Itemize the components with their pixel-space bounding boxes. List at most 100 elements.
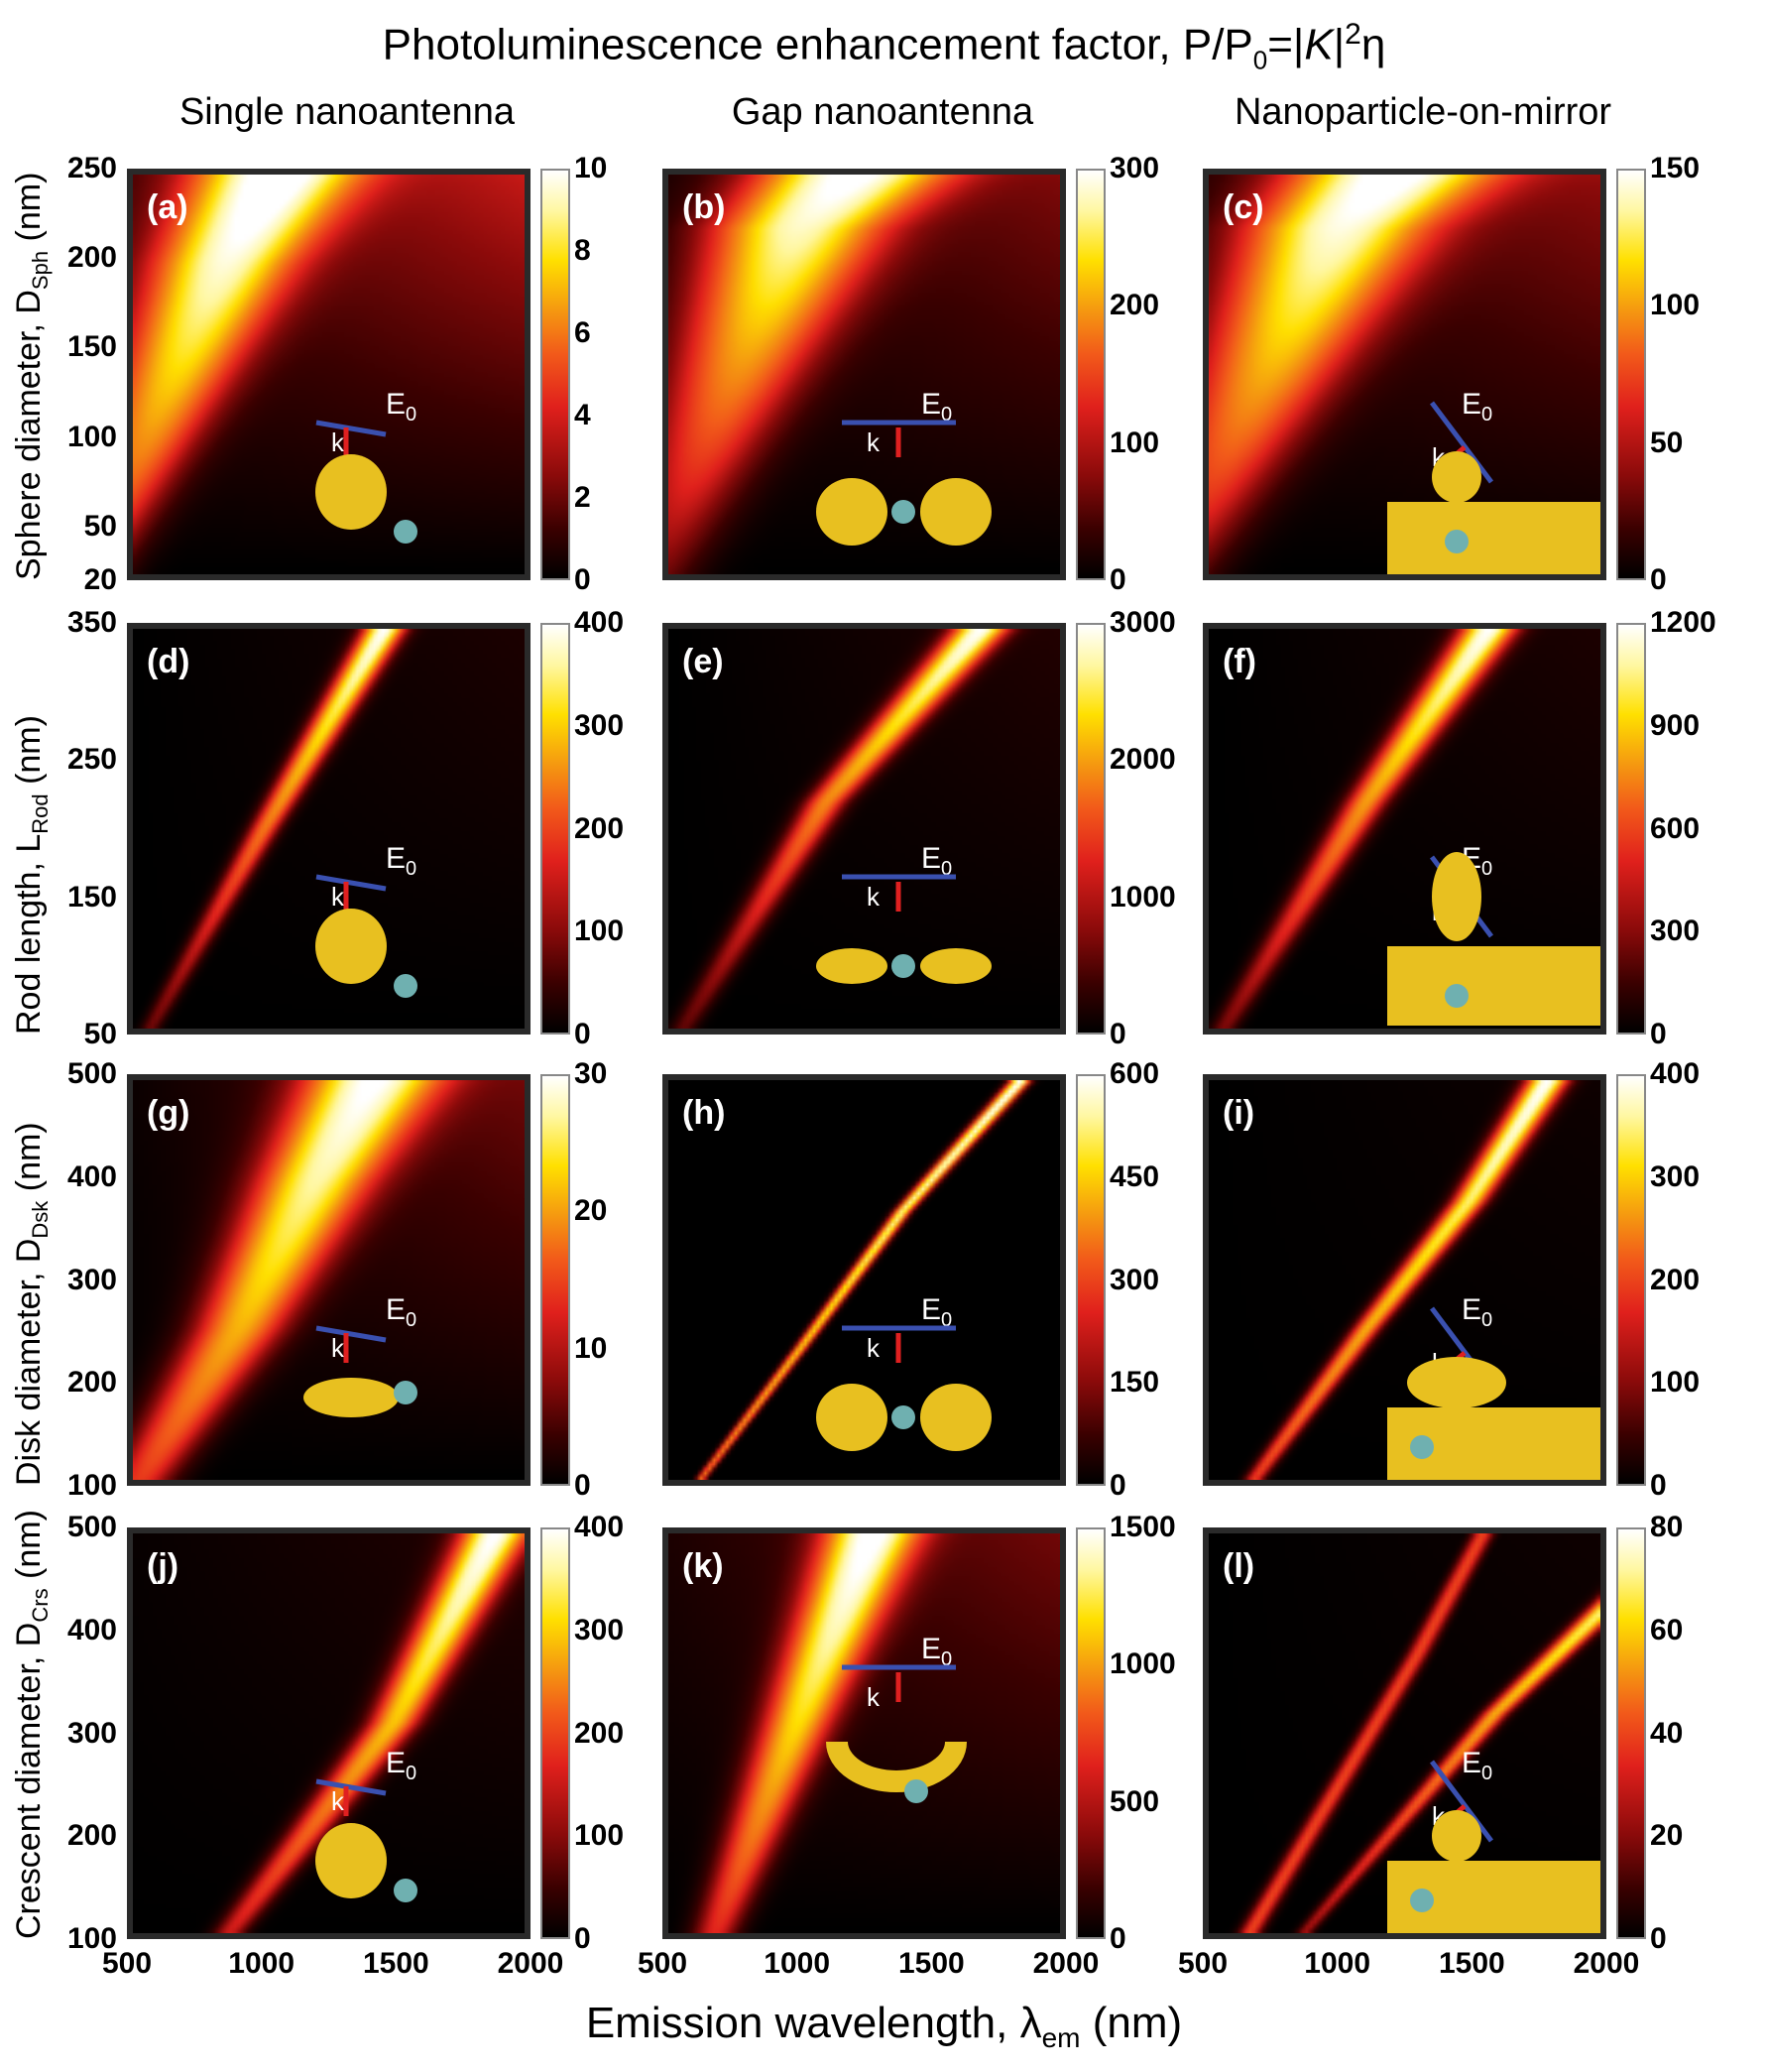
column-title-npom: Nanoparticle-on-mirror — [1234, 91, 1612, 133]
colorbar-tick: 300 — [1650, 914, 1701, 948]
colorbar-tick: 100 — [1650, 289, 1701, 322]
colorbar-tick: 10 — [574, 1331, 608, 1365]
heatmap-canvas — [133, 629, 525, 1029]
colorbar-tick: 60 — [1650, 1613, 1684, 1646]
y-tick: 100 — [66, 1469, 117, 1502]
colorbar-tick: 80 — [1650, 1511, 1684, 1543]
field-label-E0: E0 — [921, 1633, 953, 1670]
x-tick: 500 — [1177, 1947, 1229, 1980]
x-tick: 500 — [101, 1947, 153, 1980]
colorbar-tick: 1500 — [1110, 1511, 1176, 1543]
colorbar-tick: 0 — [574, 1922, 591, 1955]
colorbar-tick: 4 — [574, 399, 591, 431]
field-label-E0: E0 — [921, 842, 953, 880]
panel-label: (d) — [147, 643, 190, 680]
colorbar-tick: 200 — [574, 1716, 625, 1750]
colorbar-tick: 1000 — [1110, 1647, 1176, 1681]
heatmap-canvas — [1209, 175, 1600, 574]
colorbar-tick: 150 — [1650, 152, 1701, 184]
colorbar-e — [1076, 623, 1106, 1035]
colorbar-tick: 300 — [574, 708, 625, 742]
heatmap-panel-b: (b) E0 k — [662, 169, 1066, 580]
heatmap-canvas — [133, 175, 525, 574]
panel-label: (e) — [682, 643, 724, 680]
colorbar-tick: 0 — [1110, 563, 1126, 596]
heatmap-panel-e: (e) E0 k — [662, 623, 1066, 1035]
colorbar-tick: 40 — [1650, 1716, 1684, 1750]
x-tick: 2000 — [1032, 1947, 1100, 1980]
colorbar-tick: 1200 — [1650, 606, 1716, 639]
colorbar-tick: 50 — [1650, 426, 1684, 459]
colorbar-tick: 300 — [574, 1613, 625, 1646]
panel-label: (c) — [1223, 188, 1264, 226]
x-tick: 1500 — [362, 1947, 429, 1980]
heatmap-panel-a: (a) E0 k — [127, 169, 530, 580]
wavevector-label-k: k — [1432, 1801, 1445, 1831]
field-label-E0: E0 — [1462, 1293, 1493, 1331]
panel-label: (k) — [682, 1547, 724, 1585]
colorbar-tick: 2 — [574, 481, 591, 514]
y-tick: 350 — [66, 606, 117, 639]
colorbar-l — [1616, 1527, 1646, 1939]
field-label-E0: E0 — [386, 1293, 417, 1331]
colorbar-tick: 100 — [574, 1819, 625, 1853]
y-tick: 500 — [66, 1511, 117, 1543]
colorbar-tick: 400 — [1650, 1057, 1701, 1090]
field-label-E0: E0 — [386, 842, 417, 880]
heatmap-panel-l: (l) E0 k — [1203, 1527, 1606, 1939]
y-tick: 400 — [66, 1613, 117, 1646]
y-tick: 500 — [66, 1057, 117, 1090]
wavevector-label-k: k — [331, 1786, 344, 1816]
heatmap-canvas — [668, 629, 1060, 1029]
colorbar-tick: 0 — [1110, 1469, 1126, 1502]
colorbar-i — [1616, 1074, 1646, 1486]
colorbar-tick: 0 — [574, 563, 591, 596]
wavevector-label-k: k — [331, 427, 344, 457]
heatmap-panel-k: (k) E0 k — [662, 1527, 1066, 1939]
panel-label: (b) — [682, 188, 726, 226]
wavevector-label-k: k — [867, 1682, 880, 1712]
wavevector-label-k: k — [1432, 897, 1445, 926]
colorbar-tick: 450 — [1110, 1159, 1160, 1193]
field-label-E0: E0 — [1462, 842, 1493, 880]
colorbar-tick: 20 — [1650, 1819, 1684, 1853]
wavevector-label-k: k — [867, 1333, 880, 1363]
colorbar-h — [1076, 1074, 1106, 1486]
panel-label: (a) — [147, 188, 188, 226]
y-tick: 250 — [66, 152, 117, 184]
heatmap-panel-f: (f) E0 k — [1203, 623, 1606, 1035]
colorbar-b — [1076, 169, 1106, 580]
field-label-E0: E0 — [386, 1747, 417, 1784]
wavevector-label-k: k — [331, 882, 344, 912]
colorbar-k — [1076, 1527, 1106, 1939]
colorbar-tick: 10 — [574, 152, 608, 184]
colorbar-d — [540, 623, 570, 1035]
y-tick: 150 — [66, 880, 117, 914]
panel-label: (i) — [1223, 1094, 1255, 1132]
panel-label: (g) — [147, 1094, 190, 1132]
heatmap-panel-j: (j) E0 k — [127, 1527, 530, 1939]
colorbar-tick: 100 — [1650, 1366, 1701, 1400]
y-tick: 100 — [66, 420, 117, 453]
colorbar-a — [540, 169, 570, 580]
heatmap-panel-g: (g) E0 k — [127, 1074, 530, 1486]
column-title-single: Single nanoantenna — [178, 91, 516, 133]
x-tick: 2000 — [1573, 1947, 1640, 1980]
y-tick: 300 — [66, 1716, 117, 1750]
panel-label: (l) — [1223, 1547, 1255, 1585]
colorbar-j — [540, 1527, 570, 1939]
x-axis-label: Emission wavelength, λem (nm) — [585, 1999, 1183, 2053]
colorbar-tick: 2000 — [1110, 743, 1176, 777]
colorbar-tick: 400 — [574, 606, 625, 639]
x-tick: 1500 — [1438, 1947, 1505, 1980]
colorbar-tick: 0 — [574, 1018, 591, 1050]
colorbar-tick: 3000 — [1110, 606, 1176, 639]
colorbar-tick: 200 — [1110, 289, 1160, 322]
heatmap-canvas — [1209, 629, 1600, 1029]
y-tick: 200 — [66, 1366, 117, 1400]
heatmap-canvas — [133, 1533, 525, 1933]
figure-title: Photoluminescence enhancement factor, P/… — [382, 18, 1386, 75]
wavevector-label-k: k — [1432, 442, 1445, 472]
heatmap-canvas — [133, 1080, 525, 1480]
colorbar-tick: 300 — [1110, 152, 1160, 184]
